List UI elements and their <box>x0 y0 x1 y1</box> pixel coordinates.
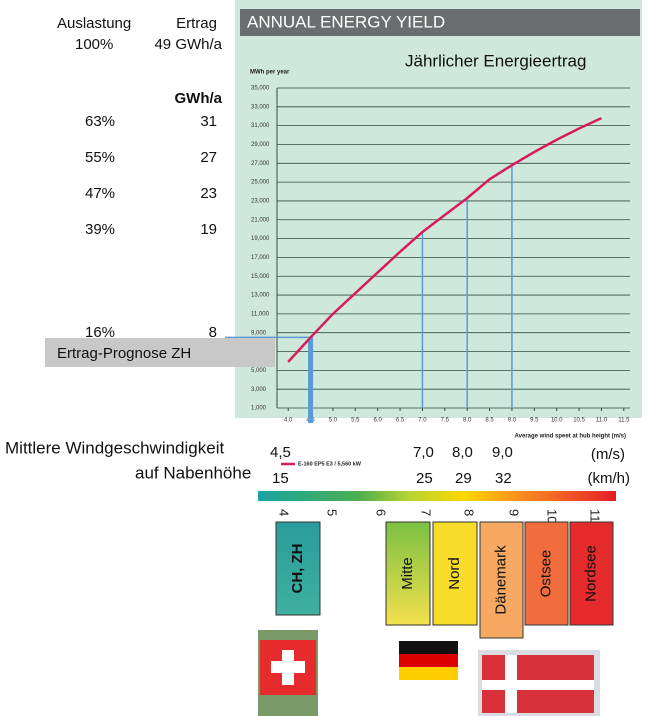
x-tick-label: 7.0 <box>418 418 427 424</box>
row-percent: 47% <box>85 185 115 202</box>
wind-kmh: 32 <box>495 470 512 487</box>
row-yield: 8 <box>209 324 217 341</box>
series-line <box>287 116 602 363</box>
forecast-label: Ertrag-Prognose ZH <box>57 345 191 362</box>
legend-label: E-160 EP5 E3 / 5,560 kW <box>298 461 362 467</box>
x-tick-label: 8.5 <box>485 418 494 424</box>
wind-ms: 8,0 <box>452 444 473 461</box>
wind-kmh: 29 <box>455 470 472 487</box>
x-tick-label: 5.5 <box>351 418 360 424</box>
scale-tick: 5 <box>325 509 340 516</box>
y-tick-label: 19,000 <box>251 236 270 242</box>
unit: (km/h) <box>588 470 631 487</box>
wind-kmh: 15 <box>272 470 289 487</box>
x-tick-label: 7.5 <box>441 418 450 424</box>
row-percent: 39% <box>85 221 115 238</box>
total: 49 GWh/a <box>154 36 222 53</box>
unit: GWh/a <box>175 90 223 107</box>
total: 100% <box>75 36 113 53</box>
scale-tick: 4 <box>277 509 292 516</box>
x-tick-label: 11.0 <box>596 418 608 424</box>
x-tick-label: 9.0 <box>508 418 517 424</box>
row-yield: 31 <box>200 113 217 130</box>
unit: (m/s) <box>591 446 625 463</box>
x-tick-label: 5.0 <box>329 418 338 424</box>
flag-germany <box>399 641 458 680</box>
wind-ms: 4,5 <box>270 444 291 461</box>
y-tick-label: 27,000 <box>251 161 270 167</box>
region-label: Dänemark <box>492 545 509 615</box>
y-tick-label: 13,000 <box>251 293 270 299</box>
x-tick-label: 11.5 <box>618 418 630 424</box>
region-box <box>275 521 321 616</box>
row-yield: 23 <box>200 185 217 202</box>
y-tick-label: 11,000 <box>251 311 270 317</box>
y-tick-label: 17,000 <box>251 255 270 261</box>
region-box <box>479 521 524 639</box>
x-tick-label: 8.0 <box>463 418 472 424</box>
region-box <box>569 521 614 626</box>
row-percent: 63% <box>85 113 115 130</box>
region-label: Nordsee <box>582 545 599 602</box>
scale-tick: 8 <box>462 509 477 516</box>
color-scale <box>258 491 616 501</box>
y-tick-label: 1,000 <box>251 406 267 412</box>
wind-ms: 7,0 <box>413 444 434 461</box>
row-yield: 27 <box>200 149 217 166</box>
y-tick-label: 3,000 <box>251 387 267 393</box>
region-label: Ostsee <box>537 550 554 598</box>
row-percent: 55% <box>85 149 115 166</box>
wind-ms: 9,0 <box>492 444 513 461</box>
y-tick-label: 21,000 <box>251 217 270 223</box>
header: Ertrag <box>176 15 217 32</box>
scale-tick: 6 <box>374 509 389 516</box>
x-tick-label: 6.0 <box>374 418 383 424</box>
x-tick-label: 10.5 <box>573 418 585 424</box>
y-tick-label: 5,000 <box>251 368 267 374</box>
scale-tick: 10 <box>545 509 560 523</box>
x-tick-label: 10.0 <box>551 418 563 424</box>
flag-switzerland <box>258 630 318 716</box>
row-yield: 19 <box>200 221 217 238</box>
region-box <box>524 521 569 626</box>
chart-subtitle: Jährlicher Energieertrag <box>405 51 586 70</box>
y-axis-label: MWh per year <box>250 70 290 76</box>
y-tick-label: 33,000 <box>251 104 270 110</box>
region-box <box>432 521 478 626</box>
region-box <box>385 521 431 626</box>
title-bar <box>240 9 640 36</box>
y-tick-label: 15,000 <box>251 274 270 280</box>
chart-title: ANNUAL ENERGY YIELD <box>247 12 445 31</box>
y-tick-label: 25,000 <box>251 180 270 186</box>
wind-kmh: 25 <box>416 470 433 487</box>
x-tick-label: 4.0 <box>284 418 293 424</box>
chart-panel <box>235 0 642 418</box>
forecast-box <box>45 338 275 367</box>
scale-tick: 11 <box>588 509 603 523</box>
wind-label: auf Nabenhöhe <box>135 463 251 482</box>
y-tick-label: 35,000 <box>251 86 270 92</box>
scale-tick: 9 <box>507 509 522 516</box>
y-tick-label: 29,000 <box>251 142 270 148</box>
region-label: Mitte <box>399 557 416 590</box>
row-percent: 16% <box>85 324 115 341</box>
scale-tick: 7 <box>419 509 434 516</box>
x-axis-label: Average wind speet at hub height (m/s) <box>515 434 626 440</box>
wind-label: Mittlere Windgeschwindigkeit <box>5 438 224 457</box>
header: Auslastung <box>57 15 131 32</box>
flag-denmark <box>478 650 600 716</box>
x-tick-label: 9.5 <box>530 418 539 424</box>
y-tick-label: 31,000 <box>251 123 270 129</box>
y-tick-label: 9,000 <box>251 330 267 336</box>
x-tick-label: 6.5 <box>396 418 405 424</box>
y-tick-label: 23,000 <box>251 199 270 205</box>
region-label: CH, ZH <box>289 544 306 594</box>
region-label: Nord <box>446 557 463 590</box>
